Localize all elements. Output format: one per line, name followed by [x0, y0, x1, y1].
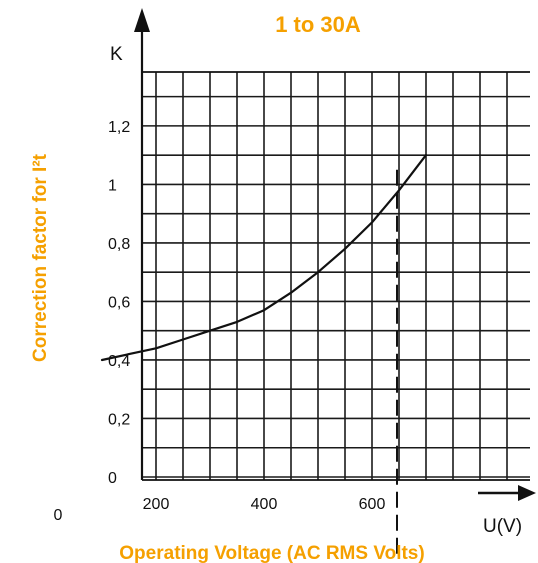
x-tick-label: 400	[251, 496, 278, 513]
grid	[142, 72, 530, 480]
series-layer	[100, 154, 428, 362]
chart-title: 1 to 30A	[275, 12, 361, 37]
y-tick-label: 0,8	[108, 236, 130, 253]
series-line	[100, 154, 428, 362]
x-axis-symbol: U(V)	[483, 516, 522, 537]
y-tick-label: 0,4	[108, 353, 130, 370]
y-axis-label: Correction factor for I²t	[30, 153, 51, 362]
y-tick-label: 0	[108, 470, 117, 487]
y-axis-arrow	[134, 8, 150, 32]
x-axis-arrow	[518, 485, 536, 501]
y-tick-label: 1	[108, 177, 117, 194]
y-tick-label: 0,6	[108, 294, 130, 311]
y-tick-label: 1,2	[108, 119, 130, 136]
axes	[134, 8, 536, 501]
tick-labels: 0 0,2 0,4 0,6 0,8 1 1,2 0 200 400 600	[54, 119, 386, 524]
x-tick-label: 0	[54, 507, 63, 524]
x-tick-label: 600	[359, 496, 386, 513]
x-tick-label: 200	[143, 496, 170, 513]
y-tick-label: 0,2	[108, 411, 130, 428]
x-axis-label: Operating Voltage (AC RMS Volts)	[119, 543, 424, 563]
y-axis-symbol: K	[110, 44, 123, 65]
